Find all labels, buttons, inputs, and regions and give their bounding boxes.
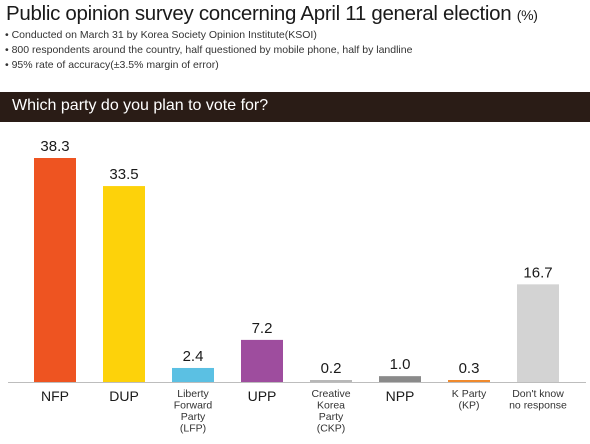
value-label: 1.0	[390, 356, 411, 373]
bar	[103, 186, 145, 382]
bar	[241, 339, 283, 382]
bar	[34, 158, 76, 382]
category-label: DUP	[109, 388, 139, 404]
category-label: Forward	[174, 400, 213, 412]
category-label: NPP	[386, 388, 415, 404]
category-label: Party	[181, 411, 206, 423]
unit-label: (%)	[516, 7, 538, 23]
value-label: 0.3	[459, 360, 480, 377]
category-label: (LFP)	[180, 423, 206, 435]
note-respondents: • 800 respondents around the country, ha…	[5, 44, 413, 56]
category-label: (CKP)	[317, 423, 346, 435]
bar	[379, 376, 421, 382]
bar	[517, 284, 559, 382]
bar	[448, 380, 490, 382]
bar	[172, 367, 214, 382]
category-label: K Party	[452, 388, 487, 400]
category-label: no response	[509, 400, 567, 412]
category-label: Korea	[317, 400, 345, 412]
category-label: Creative	[311, 388, 350, 400]
category-label: Don't know	[512, 388, 564, 400]
survey-notes: • Conducted on March 31 by Korea Society…	[5, 28, 412, 73]
note-accuracy: • 95% rate of accuracy(±3.5% margin of e…	[5, 59, 219, 71]
value-label: 38.3	[40, 138, 69, 155]
chart-title: Public opinion survey concerning April 1…	[6, 2, 538, 26]
note-date: • Conducted on March 31 by Korea Society…	[5, 29, 317, 41]
question-text: Which party do you plan to vote for?	[12, 97, 269, 114]
bar	[310, 380, 352, 382]
category-label: (KP)	[459, 400, 480, 412]
category-label: Party	[319, 411, 344, 423]
value-label: 16.7	[523, 264, 552, 281]
value-label: 33.5	[109, 166, 138, 183]
category-label: Liberty	[177, 388, 209, 400]
chart-title-text: Public opinion survey concerning April 1…	[6, 2, 512, 25]
value-label: 7.2	[252, 320, 273, 337]
value-label: 0.2	[321, 360, 342, 377]
question-banner: Which party do you plan to vote for?	[0, 92, 590, 122]
category-label: NFP	[41, 388, 69, 404]
category-label: UPP	[248, 388, 277, 404]
value-label: 2.4	[183, 348, 204, 365]
